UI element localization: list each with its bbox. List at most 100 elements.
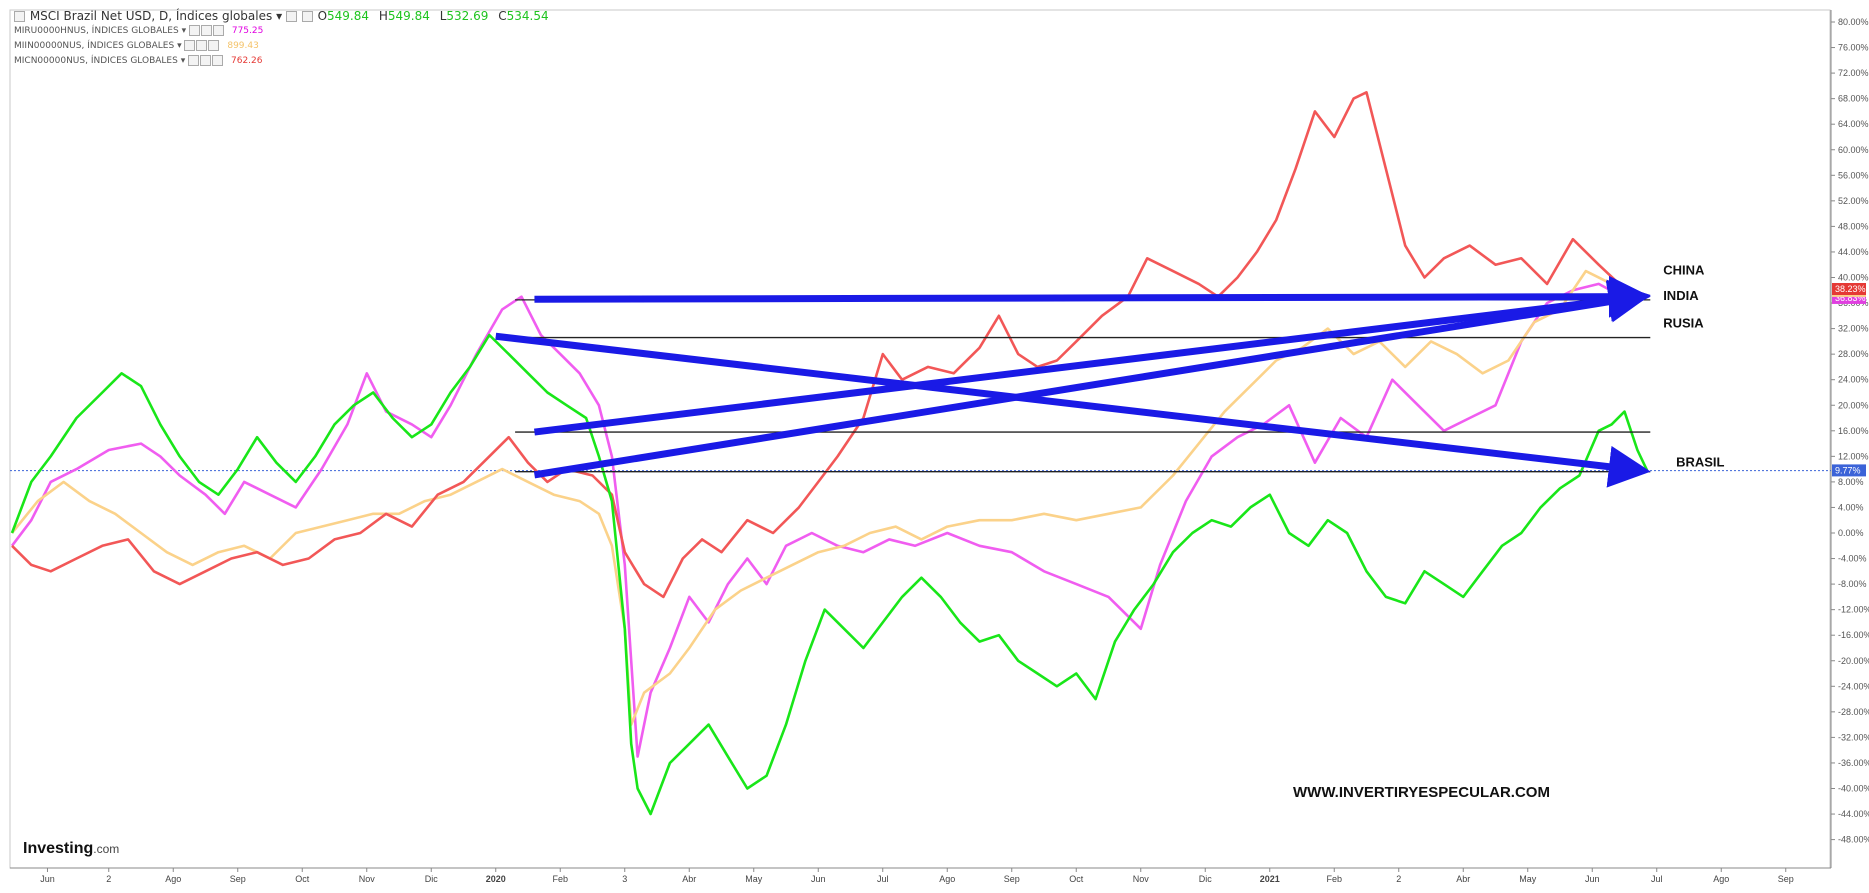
chevron-down-icon[interactable]: ▾ — [180, 56, 186, 66]
y-tick-label: 44.00% — [1838, 247, 1869, 257]
x-tick-label: Ago — [939, 874, 955, 884]
y-tick-label: -44.00% — [1838, 809, 1869, 819]
y-tick-label: 76.00% — [1838, 43, 1869, 53]
visibility-icon[interactable] — [285, 11, 297, 22]
x-tick-label: Dic — [425, 874, 438, 884]
y-tick-label: 56.00% — [1838, 170, 1869, 180]
y-tick-label: -36.00% — [1838, 758, 1869, 768]
series-line-1 — [10, 269, 1626, 726]
settings-icon[interactable] — [200, 25, 212, 36]
y-tick-label: -20.00% — [1838, 656, 1869, 666]
y-tick-label: 60.00% — [1838, 145, 1869, 155]
overlay-row-russia[interactable]: MIRU0000HNUS, ÍNDICES GLOBALES ▾ 775.25 — [14, 24, 555, 39]
open-key: O — [317, 9, 328, 23]
x-tick-label: Abr — [1456, 874, 1470, 884]
trend-arrow — [534, 275, 1651, 318]
x-tick-label: 2 — [106, 874, 111, 884]
visibility-icon[interactable] — [188, 25, 200, 36]
y-tick-label: 80.00% — [1838, 17, 1869, 27]
trend-arrow — [533, 280, 1651, 479]
y-tick-label: -48.00% — [1838, 835, 1869, 845]
y-tick-label: 40.00% — [1838, 273, 1869, 283]
investing-logo: Investing.com — [23, 840, 119, 858]
end-value-badge — [1832, 282, 1866, 295]
chevron-down-icon[interactable]: ▾ — [177, 41, 182, 51]
overlay-value: 762.26 — [231, 56, 263, 66]
x-tick-label: May — [745, 874, 763, 884]
chevron-down-icon[interactable]: ▾ — [276, 9, 283, 23]
collapse-icon[interactable] — [14, 11, 25, 22]
chart-legend: MSCI Brazil Net USD, D, Índices globales… — [14, 8, 555, 69]
overlay-value: 899.43 — [227, 41, 259, 51]
logo-suffix: .com — [93, 842, 120, 856]
y-tick-label: 4.00% — [1838, 502, 1864, 512]
y-tick-label: 8.00% — [1838, 477, 1864, 487]
y-tick-label: 28.00% — [1838, 349, 1869, 359]
overlay-row-india[interactable]: MIIN00000NUS, ÍNDICES GLOBALES ▾ 899.43 — [14, 39, 555, 54]
x-tick-label: Dic — [1199, 874, 1212, 884]
logo-text: Investing — [23, 840, 94, 857]
x-tick-label: 3 — [622, 874, 627, 884]
y-tick-label: 24.00% — [1838, 375, 1869, 385]
x-tick-label: Nov — [359, 874, 376, 884]
visibility-icon[interactable] — [184, 40, 196, 51]
remove-icon[interactable] — [212, 25, 224, 36]
y-tick-label: 48.00% — [1838, 221, 1869, 231]
x-tick-label: Sep — [230, 874, 246, 884]
x-tick-label: Abr — [682, 874, 696, 884]
close-key: C — [498, 9, 507, 23]
main-series-title: MSCI Brazil Net USD, D, Índices globales — [29, 9, 273, 23]
y-tick-label: -16.00% — [1838, 630, 1869, 640]
series-line-2 — [11, 91, 1626, 599]
overlay-name: MIRU0000HNUS, ÍNDICES GLOBALES — [14, 26, 179, 36]
settings-icon[interactable] — [196, 40, 208, 51]
x-tick-label: Jun — [1585, 874, 1600, 884]
country-label: CHINA — [1663, 262, 1705, 277]
main-series-row[interactable]: MSCI Brazil Net USD, D, Índices globales… — [14, 8, 555, 24]
end-value-badge — [1832, 464, 1866, 477]
y-tick-label: 0.00% — [1838, 528, 1864, 538]
open-value: 549.84 — [327, 9, 370, 23]
y-tick-label: 64.00% — [1838, 119, 1869, 129]
x-tick-label: Oct — [295, 874, 310, 884]
high-value: 549.84 — [387, 9, 430, 23]
overlay-row-china[interactable]: MICN00000NUS, ÍNDICES GLOBALES ▾ 762.26 — [14, 54, 555, 69]
end-value-label: 36.83% — [1835, 293, 1866, 303]
y-tick-label: -12.00% — [1838, 605, 1869, 615]
trend-arrow — [534, 279, 1651, 436]
y-tick-label: 16.00% — [1838, 426, 1869, 436]
country-label: INDIA — [1663, 288, 1699, 303]
website-watermark: WWW.INVERTIRYESPECULAR.COM — [1293, 784, 1550, 801]
y-tick-label: 52.00% — [1838, 196, 1869, 206]
x-tick-label: Oct — [1069, 874, 1084, 884]
country-label: BRASIL — [1676, 455, 1724, 470]
chevron-down-icon[interactable]: ▾ — [181, 26, 187, 36]
x-tick-label: Sep — [1004, 874, 1020, 884]
y-tick-label: -32.00% — [1838, 732, 1869, 742]
y-tick-label: 68.00% — [1838, 94, 1869, 104]
series-line-3 — [10, 333, 1649, 816]
x-tick-label: Jul — [877, 874, 889, 884]
x-tick-label: Nov — [1133, 874, 1150, 884]
overlay-name: MICN00000NUS, ÍNDICES GLOBALES — [14, 56, 178, 66]
visibility-icon[interactable] — [188, 55, 200, 66]
remove-icon[interactable] — [208, 40, 220, 51]
y-tick-label: -24.00% — [1838, 681, 1869, 691]
settings-icon[interactable] — [301, 11, 313, 22]
y-tick-label: -40.00% — [1838, 784, 1869, 794]
settings-icon[interactable] — [200, 55, 212, 66]
end-value-label: 9.77% — [1835, 465, 1861, 475]
remove-icon[interactable] — [212, 55, 224, 66]
overlay-name: MIIN00000NUS, ÍNDICES GLOBALES — [14, 41, 175, 51]
country-label: RUSIA — [1663, 315, 1704, 330]
low-value: 532.69 — [446, 9, 489, 23]
trend-arrow — [495, 332, 1651, 488]
plot-border — [9, 9, 1831, 869]
high-key: H — [378, 9, 388, 23]
x-tick-label: Ago — [165, 874, 181, 884]
x-tick-label: 2020 — [486, 874, 506, 884]
low-key: L — [439, 9, 447, 23]
end-value-label: 38.23% — [1835, 284, 1866, 294]
